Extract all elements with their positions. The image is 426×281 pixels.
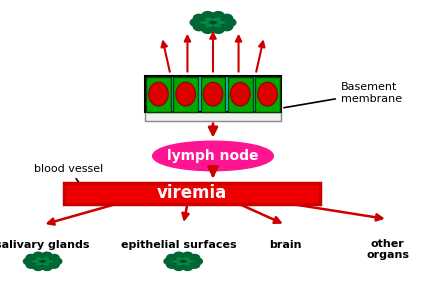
Bar (146, 77, 171, 112)
Circle shape (26, 262, 36, 268)
Circle shape (213, 12, 224, 19)
Bar (173, 77, 198, 112)
Circle shape (221, 23, 233, 31)
Ellipse shape (153, 142, 273, 170)
Circle shape (174, 264, 184, 271)
Circle shape (164, 258, 174, 264)
Text: other
organs: other organs (366, 239, 409, 260)
Circle shape (33, 252, 43, 259)
Circle shape (221, 14, 233, 22)
Ellipse shape (35, 262, 43, 266)
Ellipse shape (204, 24, 213, 28)
Circle shape (174, 252, 184, 259)
Circle shape (193, 258, 202, 264)
Circle shape (23, 258, 33, 264)
Circle shape (193, 23, 205, 31)
Text: salivary glands: salivary glands (0, 240, 90, 250)
Bar (145, 112, 281, 121)
Ellipse shape (46, 260, 53, 263)
Text: lymph node: lymph node (167, 149, 259, 163)
Circle shape (202, 12, 213, 19)
Ellipse shape (183, 257, 190, 260)
Ellipse shape (258, 82, 277, 106)
Ellipse shape (213, 17, 222, 21)
Circle shape (183, 264, 193, 271)
Circle shape (26, 255, 36, 261)
Circle shape (193, 14, 205, 22)
Ellipse shape (213, 24, 222, 28)
Ellipse shape (165, 253, 201, 269)
Ellipse shape (203, 82, 223, 106)
Circle shape (190, 19, 202, 26)
Circle shape (213, 26, 224, 33)
Bar (145, 76, 281, 112)
Ellipse shape (42, 257, 50, 260)
Bar (64, 183, 320, 204)
Bar (228, 77, 253, 112)
Ellipse shape (32, 260, 40, 263)
Text: epithelial surfaces: epithelial surfaces (121, 240, 237, 250)
Ellipse shape (35, 257, 43, 260)
Circle shape (49, 255, 59, 261)
Circle shape (167, 255, 176, 261)
Ellipse shape (192, 13, 234, 32)
Ellipse shape (216, 21, 226, 24)
Circle shape (202, 26, 213, 33)
Ellipse shape (25, 253, 60, 269)
Ellipse shape (204, 17, 213, 21)
Ellipse shape (42, 262, 50, 266)
Ellipse shape (149, 82, 168, 106)
Ellipse shape (173, 257, 193, 266)
Ellipse shape (176, 82, 196, 106)
Ellipse shape (183, 262, 190, 266)
Ellipse shape (173, 260, 180, 263)
Ellipse shape (176, 262, 184, 266)
Circle shape (190, 255, 200, 261)
Ellipse shape (33, 257, 52, 266)
Circle shape (52, 258, 62, 264)
Text: blood vessel: blood vessel (34, 164, 104, 189)
Ellipse shape (200, 21, 210, 24)
Ellipse shape (186, 260, 194, 263)
Circle shape (183, 252, 193, 259)
Circle shape (224, 19, 236, 26)
Text: brain: brain (269, 240, 302, 250)
Circle shape (42, 252, 52, 259)
Circle shape (49, 262, 59, 268)
Text: viremia: viremia (157, 184, 227, 202)
Ellipse shape (230, 82, 250, 106)
Ellipse shape (176, 257, 184, 260)
Bar (255, 77, 280, 112)
Circle shape (167, 262, 176, 268)
Bar (201, 77, 225, 112)
Text: Basement
membrane: Basement membrane (284, 82, 402, 108)
Circle shape (42, 264, 52, 271)
Circle shape (33, 264, 43, 271)
Ellipse shape (201, 17, 225, 28)
Circle shape (190, 262, 200, 268)
